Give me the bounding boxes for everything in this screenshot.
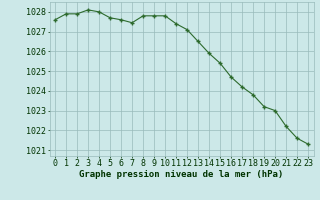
X-axis label: Graphe pression niveau de la mer (hPa): Graphe pression niveau de la mer (hPa) <box>79 170 284 179</box>
